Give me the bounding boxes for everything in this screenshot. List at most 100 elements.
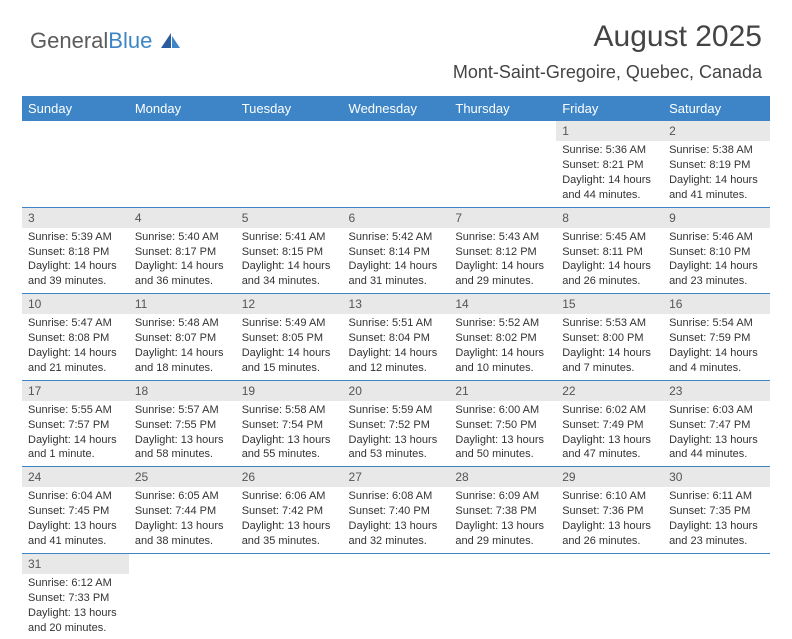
sunset-text: Sunset: 7:44 PM	[135, 504, 230, 519]
day-header: Tuesday	[236, 96, 343, 121]
day-number: 18	[129, 381, 236, 401]
day-details: Sunrise: 5:48 AMSunset: 8:07 PMDaylight:…	[129, 314, 236, 379]
calendar-cell: 24Sunrise: 6:04 AMSunset: 7:45 PMDayligh…	[22, 467, 129, 554]
day-number: 9	[663, 208, 770, 228]
calendar-cell	[556, 553, 663, 639]
calendar-cell	[236, 553, 343, 639]
location-text: Mont-Saint-Gregoire, Quebec, Canada	[453, 62, 762, 83]
day-details: Sunrise: 6:11 AMSunset: 7:35 PMDaylight:…	[663, 487, 770, 552]
day-number: 7	[449, 208, 556, 228]
calendar-cell	[449, 121, 556, 207]
day-details: Sunrise: 5:42 AMSunset: 8:14 PMDaylight:…	[343, 228, 450, 293]
calendar-cell: 26Sunrise: 6:06 AMSunset: 7:42 PMDayligh…	[236, 467, 343, 554]
daylight-text: Daylight: 13 hours and 58 minutes.	[135, 433, 230, 463]
sunset-text: Sunset: 8:18 PM	[28, 245, 123, 260]
day-number: 8	[556, 208, 663, 228]
sunset-text: Sunset: 8:02 PM	[455, 331, 550, 346]
sunrise-text: Sunrise: 5:47 AM	[28, 316, 123, 331]
sunrise-text: Sunrise: 6:11 AM	[669, 489, 764, 504]
sunset-text: Sunset: 7:52 PM	[349, 418, 444, 433]
sunrise-text: Sunrise: 6:10 AM	[562, 489, 657, 504]
calendar-row: 10Sunrise: 5:47 AMSunset: 8:08 PMDayligh…	[22, 294, 770, 381]
calendar-cell: 10Sunrise: 5:47 AMSunset: 8:08 PMDayligh…	[22, 294, 129, 381]
sunset-text: Sunset: 8:05 PM	[242, 331, 337, 346]
sunrise-text: Sunrise: 5:58 AM	[242, 403, 337, 418]
day-details: Sunrise: 5:51 AMSunset: 8:04 PMDaylight:…	[343, 314, 450, 379]
sunset-text: Sunset: 7:57 PM	[28, 418, 123, 433]
daylight-text: Daylight: 13 hours and 44 minutes.	[669, 433, 764, 463]
day-details: Sunrise: 5:55 AMSunset: 7:57 PMDaylight:…	[22, 401, 129, 466]
day-details: Sunrise: 6:00 AMSunset: 7:50 PMDaylight:…	[449, 401, 556, 466]
day-number: 19	[236, 381, 343, 401]
day-details: Sunrise: 5:39 AMSunset: 8:18 PMDaylight:…	[22, 228, 129, 293]
day-number: 30	[663, 467, 770, 487]
sunset-text: Sunset: 7:42 PM	[242, 504, 337, 519]
calendar-row: 31Sunrise: 6:12 AMSunset: 7:33 PMDayligh…	[22, 553, 770, 639]
day-details: Sunrise: 6:09 AMSunset: 7:38 PMDaylight:…	[449, 487, 556, 552]
day-details: Sunrise: 6:02 AMSunset: 7:49 PMDaylight:…	[556, 401, 663, 466]
day-details: Sunrise: 6:06 AMSunset: 7:42 PMDaylight:…	[236, 487, 343, 552]
calendar-cell: 2Sunrise: 5:38 AMSunset: 8:19 PMDaylight…	[663, 121, 770, 207]
day-details: Sunrise: 6:10 AMSunset: 7:36 PMDaylight:…	[556, 487, 663, 552]
day-number: 1	[556, 121, 663, 141]
day-details: Sunrise: 6:04 AMSunset: 7:45 PMDaylight:…	[22, 487, 129, 552]
sunset-text: Sunset: 8:08 PM	[28, 331, 123, 346]
calendar-cell: 30Sunrise: 6:11 AMSunset: 7:35 PMDayligh…	[663, 467, 770, 554]
sunrise-text: Sunrise: 6:06 AM	[242, 489, 337, 504]
sunset-text: Sunset: 8:15 PM	[242, 245, 337, 260]
calendar-cell: 5Sunrise: 5:41 AMSunset: 8:15 PMDaylight…	[236, 207, 343, 294]
sunrise-text: Sunrise: 5:45 AM	[562, 230, 657, 245]
sunset-text: Sunset: 8:04 PM	[349, 331, 444, 346]
calendar-cell: 3Sunrise: 5:39 AMSunset: 8:18 PMDaylight…	[22, 207, 129, 294]
day-number: 4	[129, 208, 236, 228]
calendar-cell: 27Sunrise: 6:08 AMSunset: 7:40 PMDayligh…	[343, 467, 450, 554]
daylight-text: Daylight: 14 hours and 23 minutes.	[669, 259, 764, 289]
calendar-cell	[22, 121, 129, 207]
sunrise-text: Sunrise: 5:42 AM	[349, 230, 444, 245]
sunrise-text: Sunrise: 5:41 AM	[242, 230, 337, 245]
calendar-cell	[343, 553, 450, 639]
day-number: 21	[449, 381, 556, 401]
calendar-cell: 8Sunrise: 5:45 AMSunset: 8:11 PMDaylight…	[556, 207, 663, 294]
day-header: Thursday	[449, 96, 556, 121]
sunrise-text: Sunrise: 6:12 AM	[28, 576, 123, 591]
daylight-text: Daylight: 13 hours and 41 minutes.	[28, 519, 123, 549]
daylight-text: Daylight: 13 hours and 53 minutes.	[349, 433, 444, 463]
daylight-text: Daylight: 13 hours and 32 minutes.	[349, 519, 444, 549]
sunrise-text: Sunrise: 5:48 AM	[135, 316, 230, 331]
calendar-cell: 13Sunrise: 5:51 AMSunset: 8:04 PMDayligh…	[343, 294, 450, 381]
day-number: 12	[236, 294, 343, 314]
daylight-text: Daylight: 13 hours and 35 minutes.	[242, 519, 337, 549]
day-number: 5	[236, 208, 343, 228]
sunrise-text: Sunrise: 5:38 AM	[669, 143, 764, 158]
calendar-cell: 22Sunrise: 6:02 AMSunset: 7:49 PMDayligh…	[556, 380, 663, 467]
sunset-text: Sunset: 8:14 PM	[349, 245, 444, 260]
day-number: 25	[129, 467, 236, 487]
day-number: 11	[129, 294, 236, 314]
calendar-cell: 29Sunrise: 6:10 AMSunset: 7:36 PMDayligh…	[556, 467, 663, 554]
calendar-row: 24Sunrise: 6:04 AMSunset: 7:45 PMDayligh…	[22, 467, 770, 554]
sunset-text: Sunset: 8:10 PM	[669, 245, 764, 260]
sunrise-text: Sunrise: 5:53 AM	[562, 316, 657, 331]
calendar-cell: 21Sunrise: 6:00 AMSunset: 7:50 PMDayligh…	[449, 380, 556, 467]
day-details: Sunrise: 5:49 AMSunset: 8:05 PMDaylight:…	[236, 314, 343, 379]
calendar-cell: 19Sunrise: 5:58 AMSunset: 7:54 PMDayligh…	[236, 380, 343, 467]
day-details: Sunrise: 5:36 AMSunset: 8:21 PMDaylight:…	[556, 141, 663, 206]
day-number: 15	[556, 294, 663, 314]
daylight-text: Daylight: 14 hours and 39 minutes.	[28, 259, 123, 289]
sunset-text: Sunset: 7:45 PM	[28, 504, 123, 519]
daylight-text: Daylight: 14 hours and 15 minutes.	[242, 346, 337, 376]
day-header: Monday	[129, 96, 236, 121]
sunset-text: Sunset: 7:49 PM	[562, 418, 657, 433]
calendar-cell: 9 Sunrise: 5:46 AMSunset: 8:10 PMDaylight…	[663, 207, 770, 294]
sunset-text: Sunset: 7:47 PM	[669, 418, 764, 433]
day-details: Sunrise: 6:05 AMSunset: 7:44 PMDaylight:…	[129, 487, 236, 552]
daylight-text: Daylight: 14 hours and 44 minutes.	[562, 173, 657, 203]
sunrise-text: Sunrise: 5:46 AM	[669, 230, 764, 245]
day-details: Sunrise: 5:52 AMSunset: 8:02 PMDaylight:…	[449, 314, 556, 379]
sunrise-text: Sunrise: 5:52 AM	[455, 316, 550, 331]
day-header: Wednesday	[343, 96, 450, 121]
day-number: 6	[343, 208, 450, 228]
calendar-cell: 6Sunrise: 5:42 AMSunset: 8:14 PMDaylight…	[343, 207, 450, 294]
sunrise-text: Sunrise: 6:03 AM	[669, 403, 764, 418]
